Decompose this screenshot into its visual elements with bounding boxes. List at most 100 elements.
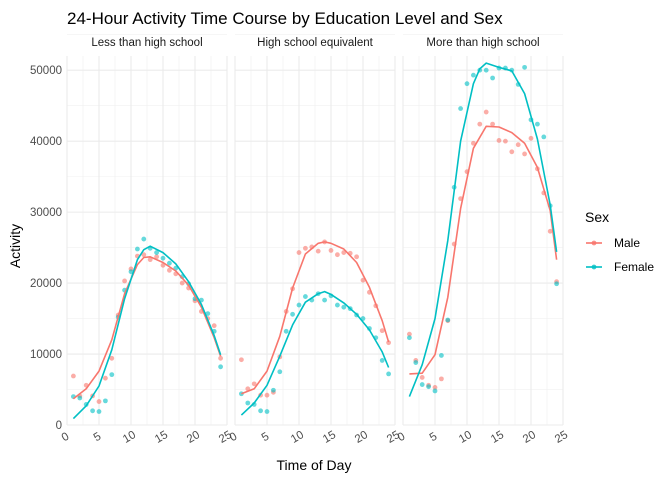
data-point-female (379, 358, 385, 363)
facet-panel: More than high school 0 5 10 15 20 25 (396, 34, 570, 446)
data-point-female (413, 360, 419, 365)
data-point-female (471, 72, 476, 78)
data-point-male (96, 399, 102, 404)
data-point-female (458, 106, 463, 111)
data-point-female (322, 297, 327, 303)
data-point-male (211, 323, 217, 329)
x-tick-label: 25 (217, 429, 234, 446)
data-point-male (503, 138, 508, 144)
smooth-line-male (409, 125, 558, 375)
data-point-female (205, 311, 211, 316)
legend-label-female: Female (614, 260, 654, 274)
data-point-male (360, 277, 366, 283)
data-point-female (445, 317, 451, 323)
y-tick-label: 20000 (30, 278, 62, 290)
data-point-female (277, 369, 283, 375)
data-point-male (354, 254, 359, 260)
data-point-female (341, 304, 347, 310)
data-point-female (90, 408, 95, 414)
x-tick-label: 10 (457, 429, 474, 446)
data-point-female (271, 387, 276, 393)
data-point-male (490, 121, 495, 127)
data-point-female (464, 81, 470, 87)
x-tick-label: 10 (289, 429, 306, 446)
facet-panel: Less than high school 0 5 10 15 20 25 (60, 34, 234, 446)
data-point-male (264, 392, 270, 398)
data-point-male (407, 331, 412, 337)
data-point-female (303, 294, 308, 299)
data-point-female (483, 67, 489, 73)
x-tick-label: 0 (396, 431, 408, 445)
data-point-male (296, 250, 302, 255)
data-point-female (407, 335, 412, 341)
data-point-male (471, 140, 476, 146)
data-point-female (432, 388, 438, 394)
legend-label-male: Male (614, 236, 640, 250)
y-axis-ticks: 0 10000 20000 30000 40000 50000 (30, 65, 62, 432)
data-point-male (496, 138, 502, 143)
data-point-male (419, 375, 425, 380)
facet-strip-label: Less than high school (91, 37, 202, 49)
data-point-male (477, 121, 483, 127)
data-point-male (103, 375, 108, 381)
data-point-female (154, 250, 160, 255)
data-point-male (109, 355, 115, 361)
data-point-male (303, 245, 308, 251)
data-point-male (483, 109, 489, 115)
x-tick-label: 25 (553, 429, 570, 446)
data-point-male (239, 357, 244, 363)
data-point-female (296, 302, 302, 308)
data-point-female (135, 246, 140, 252)
data-point-female (128, 269, 134, 275)
data-point-female (541, 134, 547, 140)
data-point-male (141, 252, 147, 258)
data-point-female (77, 395, 83, 401)
data-point-male (328, 248, 334, 253)
legend: Sex Male Female (585, 209, 654, 274)
x-tick-label: 15 (321, 429, 338, 446)
facet-strip-label: More than high school (426, 37, 539, 49)
x-tick-label: 0 (228, 431, 240, 445)
data-point-male (528, 135, 534, 141)
data-point-male (522, 151, 527, 157)
x-tick-label: 5 (428, 431, 440, 445)
data-point-female (218, 364, 224, 370)
y-tick-label: 10000 (30, 349, 62, 361)
data-point-female (96, 409, 102, 414)
x-tick-label: 15 (153, 429, 170, 446)
legend-key-point (591, 264, 597, 270)
x-axis-title: Time of Day (277, 457, 352, 473)
legend-key-point (591, 240, 597, 246)
data-point-female (290, 311, 295, 317)
data-point-female (109, 372, 115, 378)
data-point-female (141, 236, 147, 242)
data-point-male (547, 228, 553, 234)
smooth-line-female (72, 245, 222, 420)
data-point-male (251, 381, 257, 387)
data-point-female (258, 408, 263, 414)
data-point-male (509, 149, 515, 155)
data-point-male (379, 328, 385, 334)
data-point-male (515, 142, 521, 148)
data-point-male (71, 373, 76, 379)
data-point-female (490, 75, 495, 81)
data-point-male (167, 267, 172, 273)
data-point-male (335, 252, 340, 258)
data-point-female (439, 353, 444, 358)
smooth-line-female (240, 290, 390, 416)
chart-title: 24-Hour Activity Time Course by Educatio… (67, 9, 503, 28)
data-point-male (432, 384, 438, 390)
smooth-line-male (72, 256, 222, 400)
y-axis-title: Activity (7, 224, 23, 268)
x-tick-label: 25 (385, 429, 402, 446)
legend-title: Sex (585, 209, 609, 225)
data-point-female (554, 281, 559, 287)
data-point-female (335, 302, 340, 308)
smooth-line-female (408, 62, 558, 397)
x-tick-label: 0 (60, 431, 72, 445)
facet-panel: High school equivalent 0 5 10 15 20 25 (228, 34, 402, 446)
x-tick-label: 5 (260, 431, 272, 445)
